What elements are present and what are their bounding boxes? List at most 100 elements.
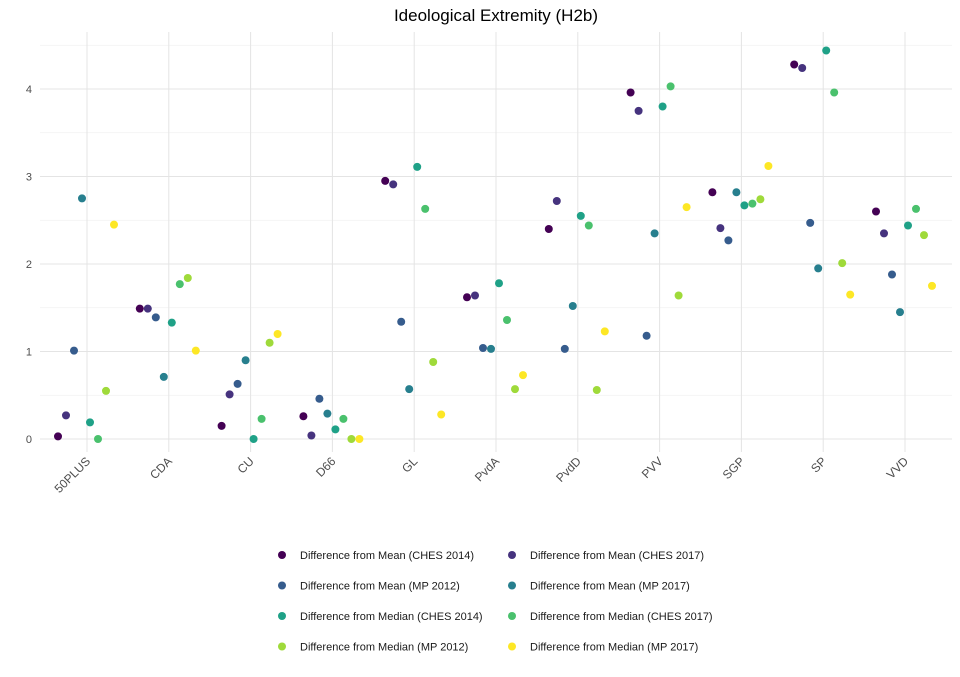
data-point — [78, 194, 86, 203]
data-point — [928, 281, 936, 290]
data-point — [642, 331, 651, 340]
data-point — [175, 280, 184, 289]
y-tick-label: 3 — [26, 172, 32, 184]
data-point — [191, 346, 200, 355]
data-point — [54, 432, 62, 441]
data-point — [421, 204, 430, 213]
data-point — [273, 330, 282, 338]
data-point — [94, 435, 102, 443]
data-point — [560, 344, 569, 353]
data-point — [135, 304, 144, 313]
y-tick-label: 2 — [26, 259, 32, 271]
data-point — [912, 204, 920, 213]
data-point — [381, 176, 390, 185]
data-point — [225, 390, 234, 399]
data-point — [323, 409, 332, 418]
data-point — [413, 162, 422, 171]
x-tick-label: PvdA — [472, 454, 502, 484]
data-point — [471, 291, 479, 300]
data-point — [479, 344, 487, 352]
data-point — [405, 385, 414, 394]
x-tick-label: GL — [399, 454, 420, 475]
legend-label: Difference from Mean (MP 2012) — [300, 581, 460, 593]
data-point — [159, 372, 168, 381]
data-point — [257, 414, 266, 423]
legend-label: Difference from Mean (MP 2017) — [530, 581, 690, 593]
y-tick-label: 1 — [26, 347, 32, 359]
data-point — [756, 195, 765, 204]
x-tick-label: 50PLUS — [52, 454, 94, 496]
data-point — [896, 308, 904, 317]
data-point — [544, 225, 553, 233]
data-point — [233, 379, 242, 388]
data-point — [249, 435, 258, 443]
data-point — [102, 386, 110, 395]
x-tick-label: CU — [235, 454, 257, 476]
data-point — [183, 274, 192, 282]
data-point — [584, 221, 593, 230]
legend-item: Difference from Mean (CHES 2017) — [508, 550, 704, 562]
data-point — [846, 290, 855, 299]
legend-marker — [278, 581, 286, 590]
x-tick-label: SGP — [720, 454, 748, 482]
data-point — [355, 435, 364, 443]
legend-marker — [508, 612, 516, 620]
data-point — [503, 316, 511, 324]
data-point — [339, 414, 348, 423]
data-point — [70, 346, 78, 355]
data-point — [110, 220, 118, 229]
legend-item: Difference from Mean (MP 2012) — [278, 581, 460, 593]
legend-marker — [508, 581, 516, 590]
data-point — [674, 291, 683, 300]
data-point — [437, 410, 446, 419]
data-point — [838, 259, 847, 268]
data-point — [519, 371, 527, 380]
data-point — [814, 264, 823, 273]
data-point — [62, 411, 70, 420]
legend-marker — [508, 551, 516, 559]
data-point — [888, 270, 896, 279]
legend-item: Difference from Mean (CHES 2014) — [278, 550, 474, 562]
y-tick-label: 4 — [26, 84, 32, 96]
data-point — [347, 435, 356, 443]
data-point — [331, 425, 340, 434]
data-point — [634, 106, 643, 115]
data-point — [167, 318, 176, 327]
legend-item: Difference from Median (CHES 2014) — [278, 611, 483, 623]
data-point — [552, 197, 561, 205]
data-point — [241, 356, 250, 365]
data-point — [790, 60, 799, 69]
data-point — [666, 82, 675, 91]
legend-item: Difference from Median (CHES 2017) — [508, 611, 713, 623]
legend-item: Difference from Mean (MP 2017) — [508, 581, 690, 593]
data-point — [86, 418, 94, 427]
data-point — [495, 279, 503, 288]
data-point — [822, 46, 831, 55]
data-point — [576, 211, 585, 220]
data-point — [151, 313, 160, 322]
legend-marker — [278, 612, 286, 620]
data-point — [740, 201, 749, 210]
data-point — [600, 327, 609, 336]
legend-label: Difference from Mean (CHES 2014) — [300, 550, 474, 562]
data-point — [872, 207, 880, 216]
data-point — [217, 421, 226, 430]
data-point — [920, 231, 928, 240]
tick-labels: 0 1 2 3 4 50PLUS CDA CU D66 GL PvdA PvdD PVV SGP SP VVD — [26, 84, 911, 496]
data-point — [487, 344, 495, 353]
data-point — [764, 162, 773, 170]
data-point — [397, 317, 406, 326]
legend: Difference from Mean (CHES 2014) Differen… — [278, 550, 713, 654]
data-point — [732, 188, 741, 197]
data-point — [748, 199, 757, 208]
data-point — [650, 229, 659, 238]
legend-label: Difference from Median (CHES 2017) — [530, 611, 713, 623]
data-point — [880, 229, 888, 238]
data-point — [798, 64, 807, 72]
x-tick-label: PvdD — [553, 454, 584, 485]
legend-label: Difference from Median (MP 2012) — [300, 642, 468, 654]
data-point — [299, 412, 308, 421]
data-point — [724, 236, 733, 245]
x-tick-label: D66 — [313, 454, 339, 480]
data-points — [54, 46, 936, 443]
